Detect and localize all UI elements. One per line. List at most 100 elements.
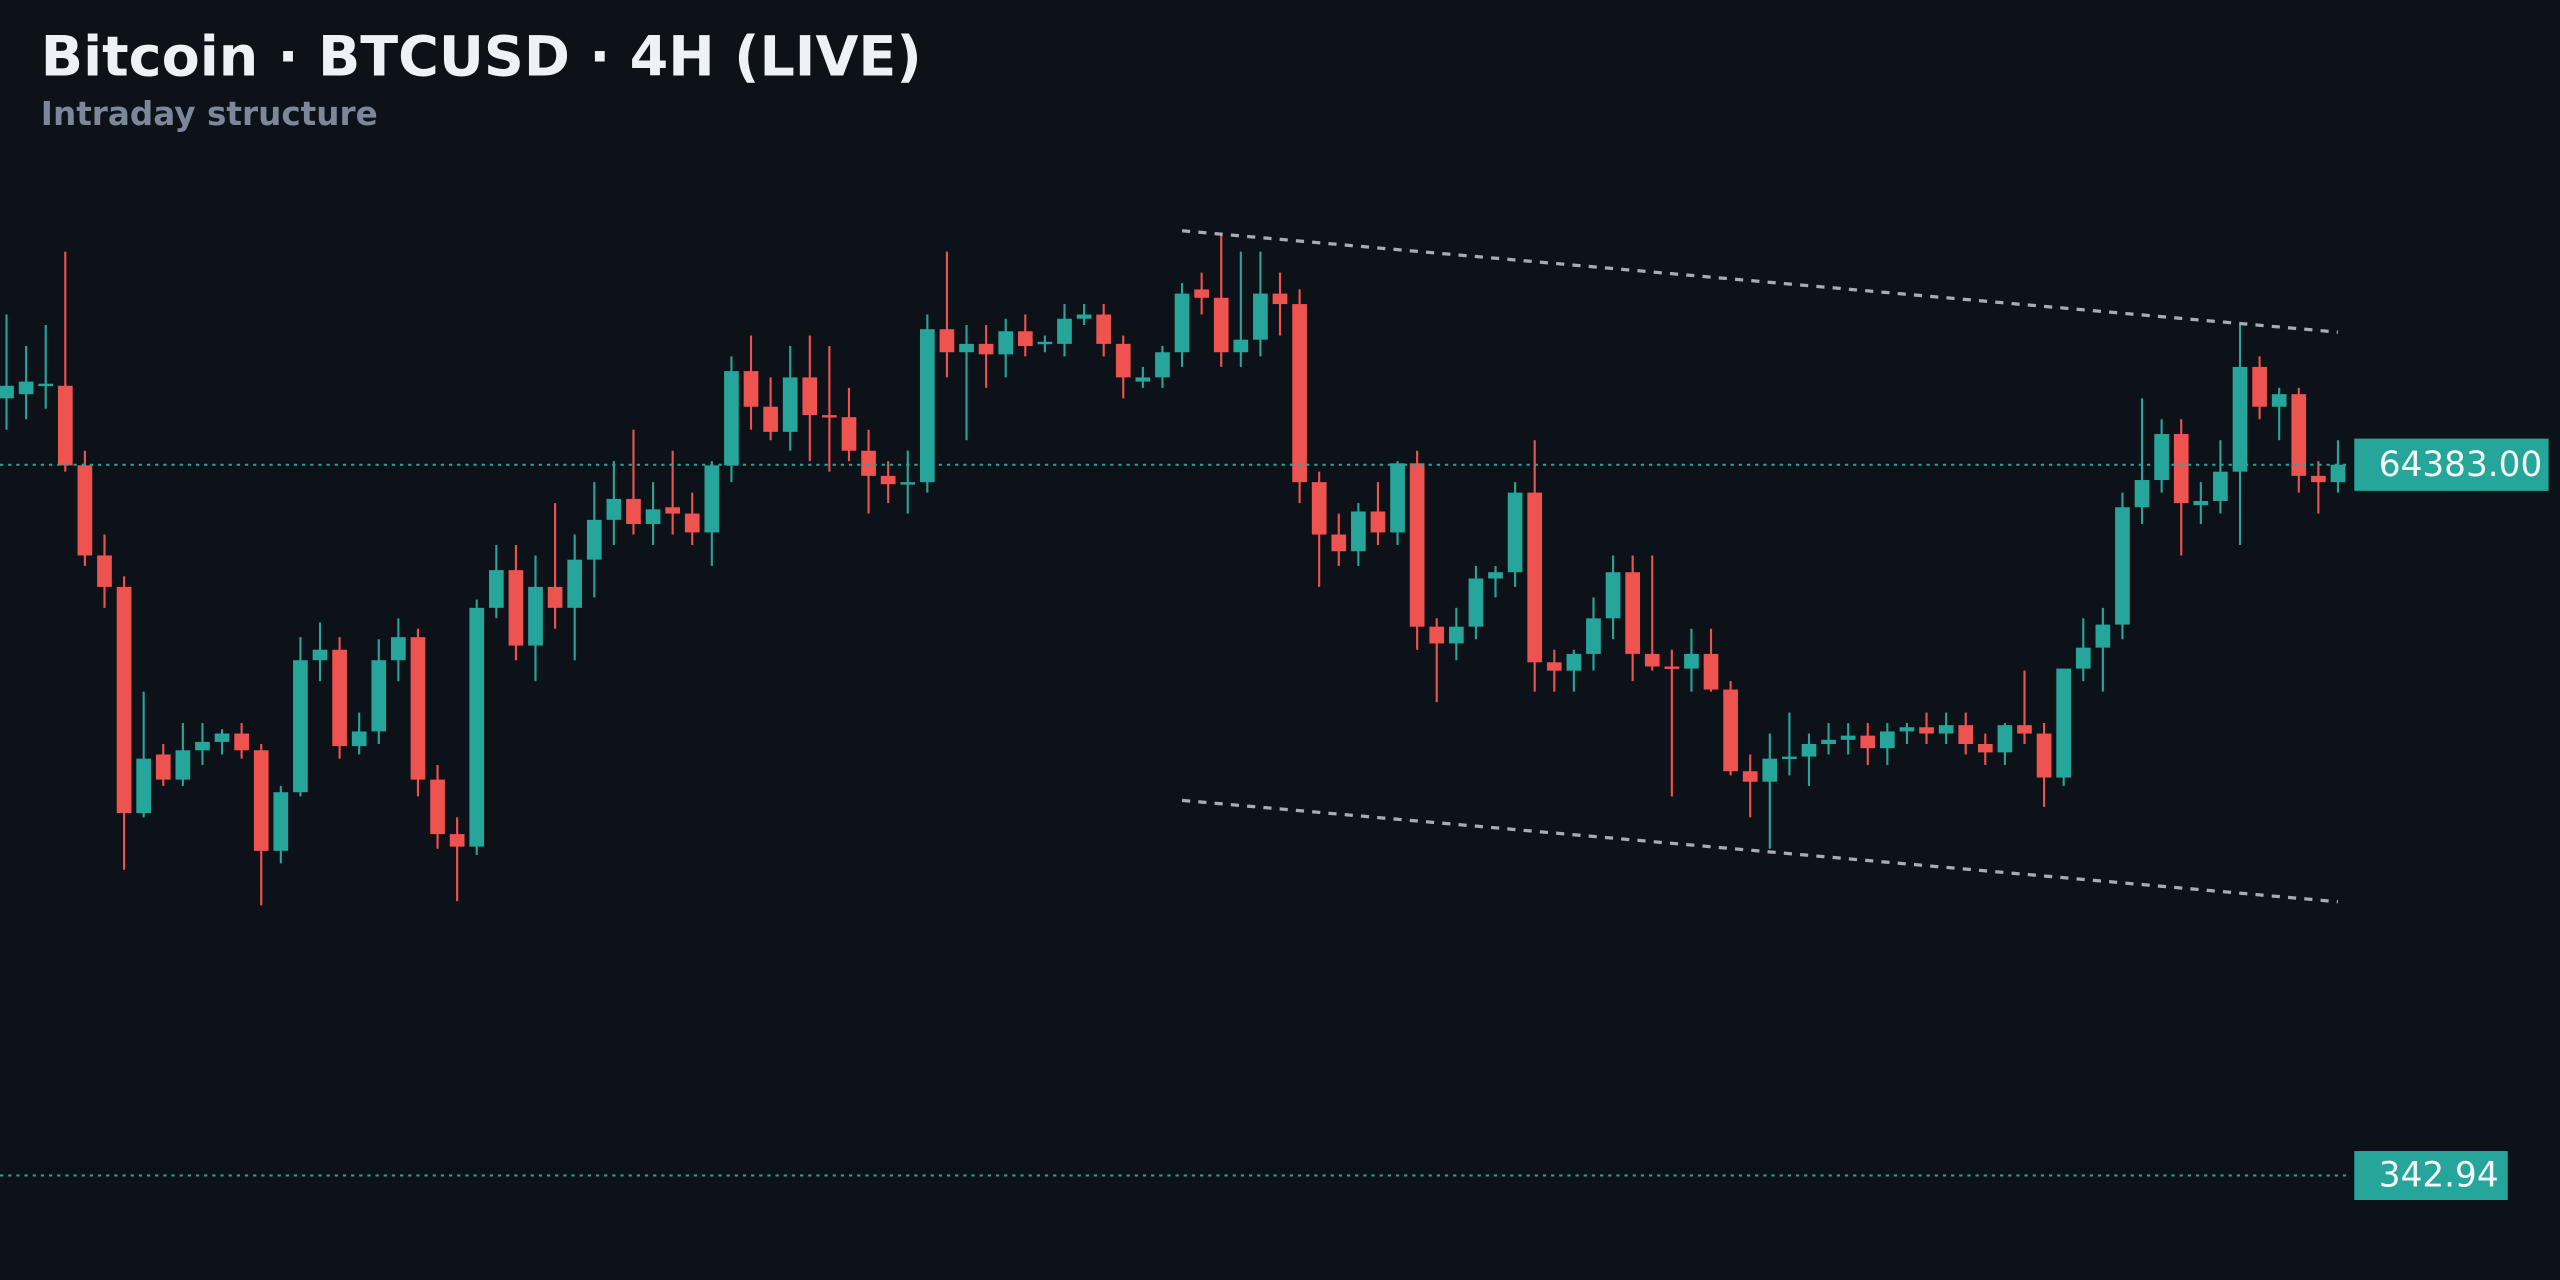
candle-body	[2173, 433, 2189, 504]
candle	[1527, 440, 1543, 692]
candle	[2154, 419, 2169, 493]
candle	[822, 345, 837, 472]
candle	[1938, 712, 1954, 745]
candle	[410, 628, 426, 797]
candle-body	[1429, 626, 1445, 644]
candle	[38, 325, 54, 409]
candle	[57, 251, 73, 472]
candle-body	[1370, 511, 1386, 533]
candle-body	[312, 649, 328, 661]
candle-body	[508, 570, 524, 646]
candle-body	[1977, 744, 1993, 753]
candle-body	[841, 417, 857, 451]
candle-body	[1586, 618, 1601, 654]
candle-body	[1448, 626, 1464, 644]
candle	[1860, 723, 1876, 765]
candle-body	[1017, 331, 1033, 346]
candle-body	[626, 498, 641, 525]
candle	[1605, 555, 1621, 640]
candle	[959, 325, 974, 441]
candle	[978, 325, 994, 388]
candle-body	[1644, 653, 1660, 667]
candle-body	[1880, 731, 1895, 749]
candle	[528, 555, 543, 682]
candle	[2232, 325, 2248, 545]
candle	[0, 314, 14, 430]
candle-body	[1566, 653, 1582, 671]
candle	[1684, 628, 1699, 692]
candle	[684, 492, 700, 545]
candle-body	[1605, 572, 1621, 619]
candle-body	[1037, 341, 1053, 345]
candle	[77, 450, 93, 566]
candle-body	[332, 649, 347, 747]
candle-body	[861, 450, 876, 476]
candle-body	[2330, 464, 2346, 483]
candle-body	[1057, 318, 1072, 344]
candle	[97, 534, 112, 608]
candle-body	[1801, 744, 1817, 757]
candle-body	[2115, 507, 2130, 625]
candle-body	[1331, 534, 1347, 552]
candle-body	[684, 513, 700, 533]
chart-subtitle: Intraday structure	[41, 95, 378, 133]
last-volume-box	[2354, 1151, 2508, 1201]
candle-body	[880, 475, 896, 485]
candle	[2311, 461, 2326, 514]
candle-body	[155, 754, 171, 780]
candle	[1782, 712, 1797, 776]
candle	[1292, 289, 1307, 504]
candle-body	[1742, 771, 1758, 782]
candle-body	[1821, 739, 1836, 745]
candle	[2056, 668, 2072, 786]
candle-body	[2134, 480, 2150, 508]
candle	[1899, 723, 1915, 745]
candle	[18, 345, 34, 420]
candle	[1507, 482, 1523, 587]
candle-body	[57, 385, 73, 466]
candle	[1037, 335, 1053, 353]
candle-body	[175, 750, 191, 780]
candle-body	[97, 555, 112, 587]
candle-body	[665, 507, 680, 514]
candle	[2291, 387, 2307, 493]
candle-body	[1253, 293, 1268, 340]
candle-body	[1135, 377, 1151, 382]
candle-body	[1507, 492, 1523, 573]
candle	[1135, 366, 1151, 388]
candle	[1468, 565, 1484, 640]
candle	[1664, 649, 1680, 797]
candle-body	[1390, 463, 1405, 533]
candle-body	[763, 406, 778, 432]
candle	[1566, 649, 1582, 692]
candle-body	[1213, 297, 1229, 353]
candle-body	[1958, 725, 1974, 745]
candle	[1977, 733, 1993, 765]
candle	[939, 251, 955, 378]
candle	[1644, 555, 1660, 671]
candle-body	[586, 519, 602, 560]
candle-body	[743, 371, 759, 407]
candle-body	[1684, 653, 1699, 669]
candle	[1742, 754, 1758, 818]
candle-body	[959, 343, 974, 353]
candle-body	[1664, 666, 1680, 669]
candle	[841, 387, 857, 462]
candle	[704, 461, 720, 566]
candle	[998, 318, 1014, 378]
candle-body	[1997, 725, 2013, 753]
candle	[606, 461, 622, 545]
candle	[195, 723, 210, 765]
candle-body	[2095, 624, 2111, 648]
candle	[1840, 723, 1856, 755]
candle-body	[822, 415, 837, 418]
candle	[175, 723, 191, 786]
candle	[1546, 649, 1562, 692]
candle	[1057, 304, 1072, 357]
candle-body	[430, 779, 445, 835]
candle	[626, 429, 641, 535]
candle-body	[1155, 352, 1170, 378]
candle	[567, 534, 583, 661]
candle	[1272, 272, 1288, 336]
candle	[1096, 304, 1112, 357]
